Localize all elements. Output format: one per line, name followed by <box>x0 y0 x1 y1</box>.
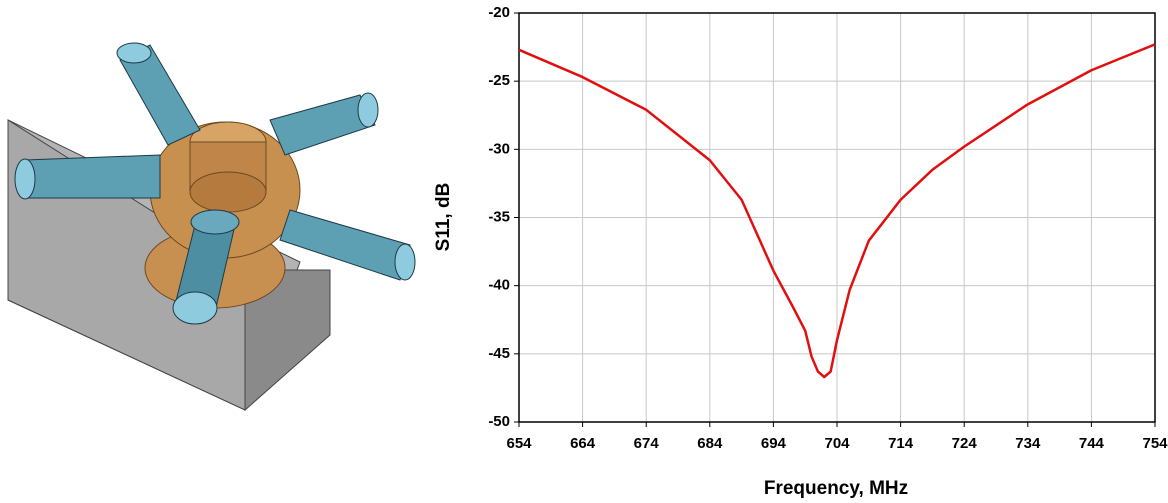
y-tick-label: -50 <box>488 413 510 430</box>
y-tick-label: -25 <box>488 72 510 89</box>
y-tick-label: -40 <box>488 277 510 294</box>
x-tick-label: 664 <box>570 435 596 452</box>
y-tick-label: -45 <box>488 345 510 362</box>
x-tick-label: 754 <box>1142 435 1168 452</box>
x-tick-label: 684 <box>697 435 723 452</box>
y-tick-label: -30 <box>488 140 510 157</box>
x-tick-label: 734 <box>1015 435 1041 452</box>
x-tick-label: 694 <box>761 435 787 452</box>
y-axis-label: S11, dB <box>433 183 454 252</box>
device-render <box>8 43 415 410</box>
y-tick-label: -35 <box>488 208 510 225</box>
x-axis-label: Frequency, MHz <box>764 478 908 499</box>
x-tick-label: 744 <box>1079 435 1105 452</box>
x-tick-label: 654 <box>506 435 532 452</box>
x-tick-label: 714 <box>888 435 914 452</box>
x-tick-label: 674 <box>634 435 660 452</box>
x-tick-label: 724 <box>952 435 978 452</box>
page: Frequency, MHz S11, dB -50 -45 -40 -35 -30 -2… <box>0 0 1168 503</box>
x-tick-label: 704 <box>824 435 850 452</box>
chart: Frequency, MHz S11, dB -50 -45 -40 -35 -30 -2… <box>433 4 1168 499</box>
y-tick-label: -20 <box>488 4 510 21</box>
